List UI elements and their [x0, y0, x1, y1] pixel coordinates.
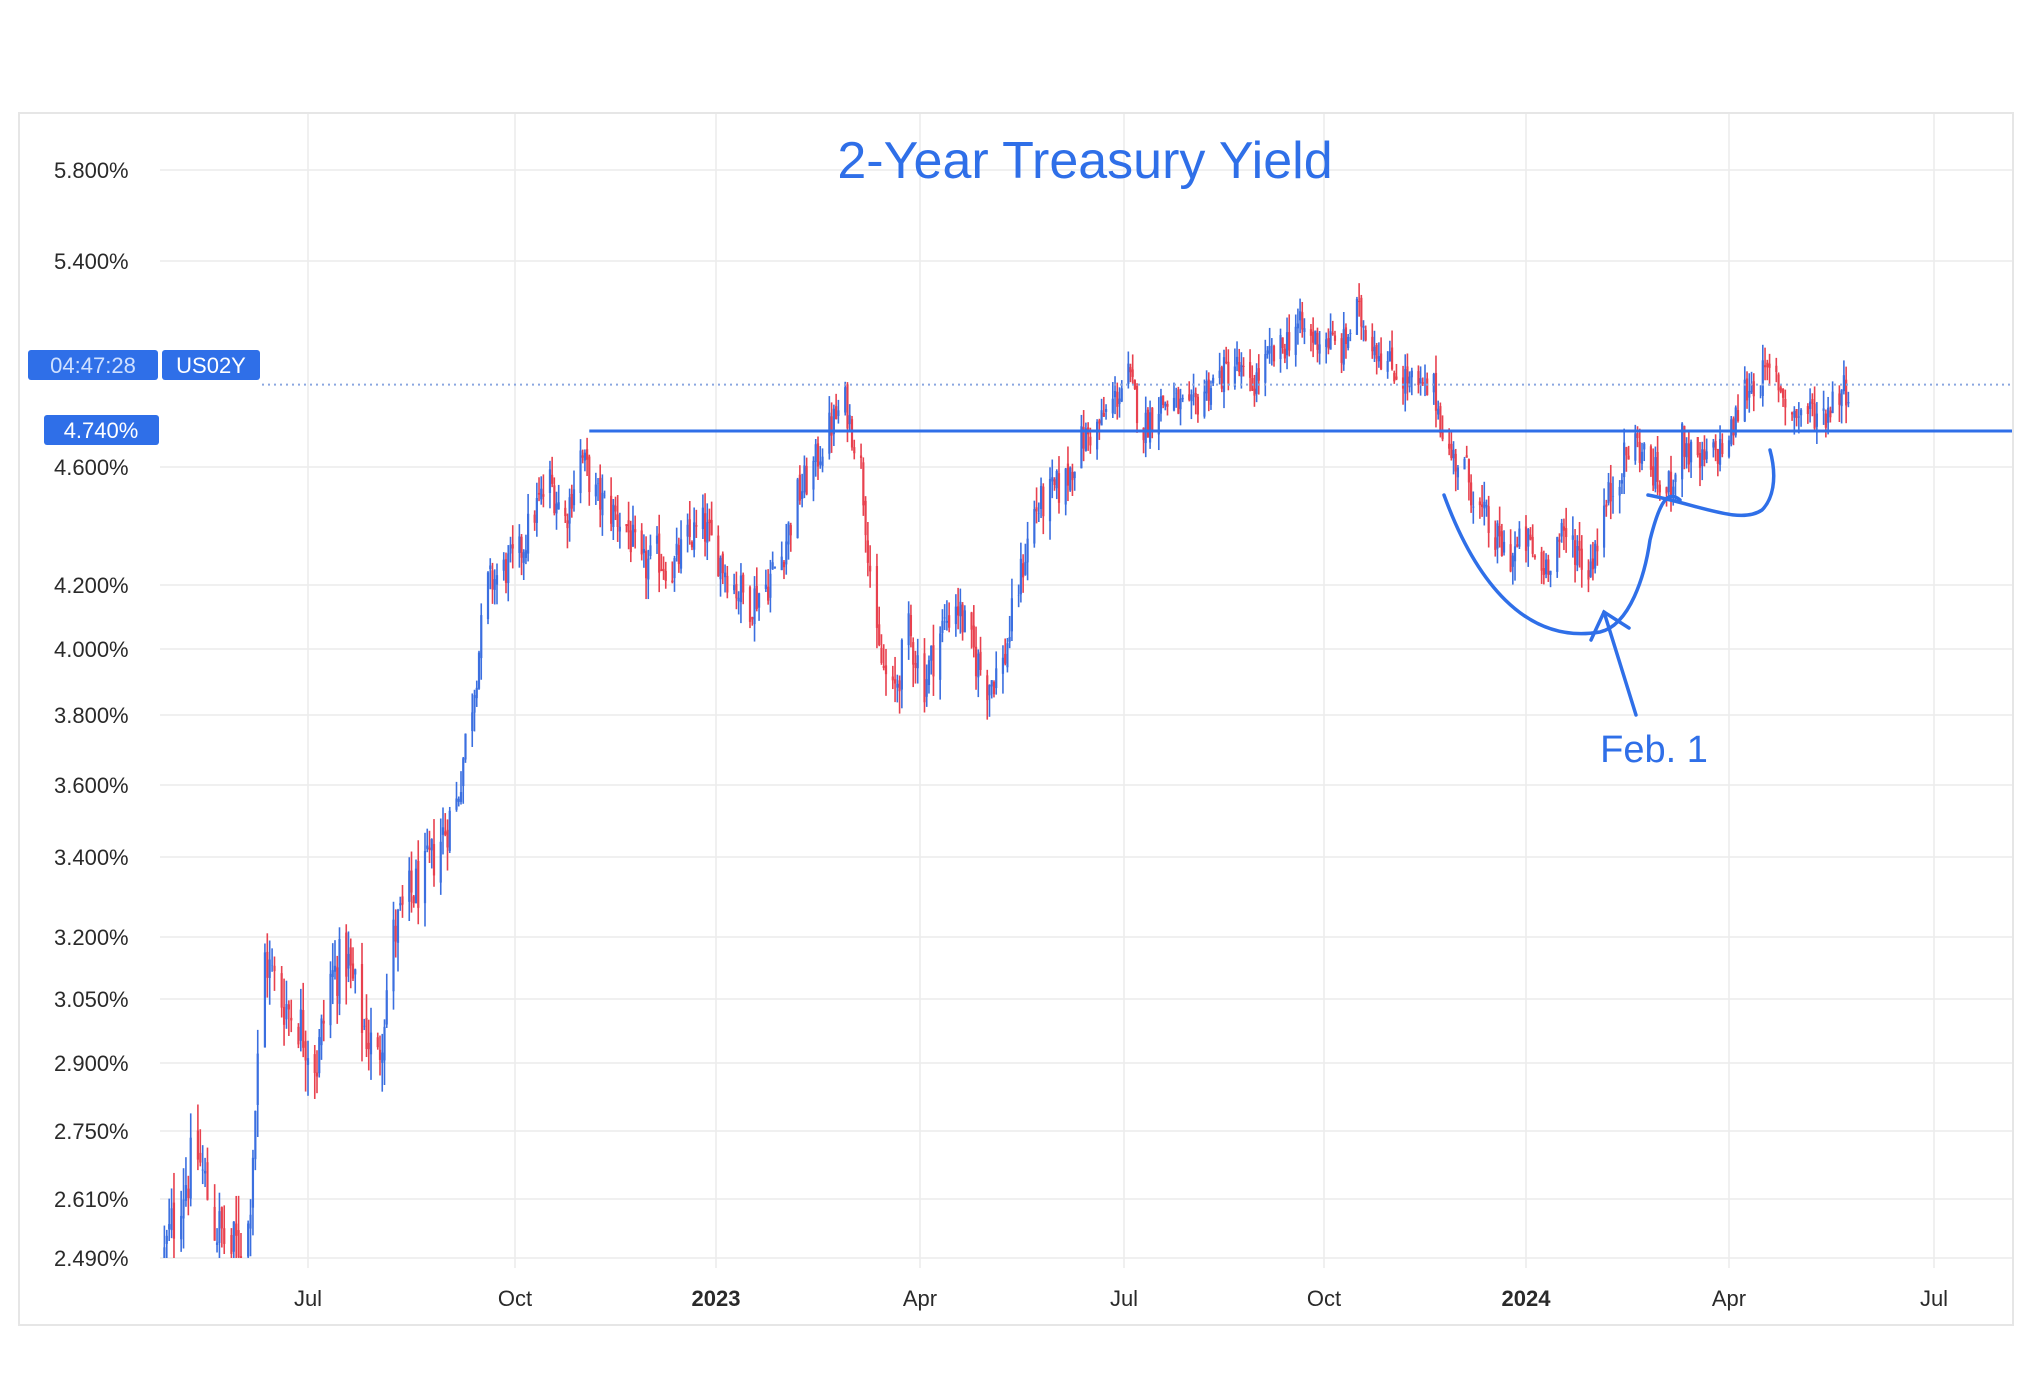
countdown-text: 04:47:28 — [50, 353, 136, 378]
y-axis: 2.490% 2.610% 2.750% 2.900% 3.050% 3.200% 3.40… — [54, 158, 129, 1271]
x-axis: Jul Oct 2023 Apr Jul Oct 2024 Apr Jul — [294, 1286, 1948, 1311]
level-badge: 4.740% — [44, 415, 159, 445]
x-tick-label: Jul — [1110, 1286, 1138, 1311]
x-tick-label: Apr — [903, 1286, 937, 1311]
x-tick-label: Oct — [1307, 1286, 1341, 1311]
annotation-feb-1: Feb. 1 — [1600, 729, 1708, 771]
y-tick-label: 3.400% — [54, 845, 129, 870]
y-tick-label: 3.200% — [54, 925, 129, 950]
y-tick-label: 2.900% — [54, 1051, 129, 1076]
chart-title: 2-Year Treasury Yield — [837, 132, 1332, 190]
cup-curve — [1442, 493, 1682, 636]
x-tick-label: 2024 — [1502, 1286, 1552, 1311]
y-tick-label: 4.200% — [54, 573, 129, 598]
x-tick-label: Apr — [1712, 1286, 1746, 1311]
y-tick-label: 5.400% — [54, 249, 129, 274]
level-badge-text: 4.740% — [64, 418, 139, 443]
y-tick-label: 3.050% — [54, 987, 129, 1012]
hand-drawn-annotation-curves — [1442, 448, 1776, 717]
y-tick-label: 4.600% — [54, 455, 129, 480]
y-tick-label: 5.800% — [54, 158, 129, 183]
handle-curve — [1646, 448, 1776, 518]
y-tick-label: 4.000% — [54, 637, 129, 662]
y-tick-label: 3.600% — [54, 773, 129, 798]
x-tick-label: Oct — [498, 1286, 532, 1311]
candlesticks — [163, 283, 1850, 1258]
y-tick-label: 2.610% — [54, 1187, 129, 1212]
symbol-text: US02Y — [176, 353, 246, 378]
x-tick-label: 2023 — [692, 1286, 741, 1311]
y-tick-label: 2.750% — [54, 1119, 129, 1144]
arrow-shaft — [1602, 610, 1638, 717]
countdown-badge: 04:47:28 — [28, 350, 158, 380]
x-tick-label: Jul — [1920, 1286, 1948, 1311]
y-tick-label: 3.800% — [54, 703, 129, 728]
x-tick-label: Jul — [294, 1286, 322, 1311]
y-tick-label: 2.490% — [54, 1246, 129, 1271]
gridlines — [160, 112, 2014, 1268]
arrow-head — [1589, 609, 1631, 642]
symbol-badge: US02Y — [162, 350, 260, 380]
